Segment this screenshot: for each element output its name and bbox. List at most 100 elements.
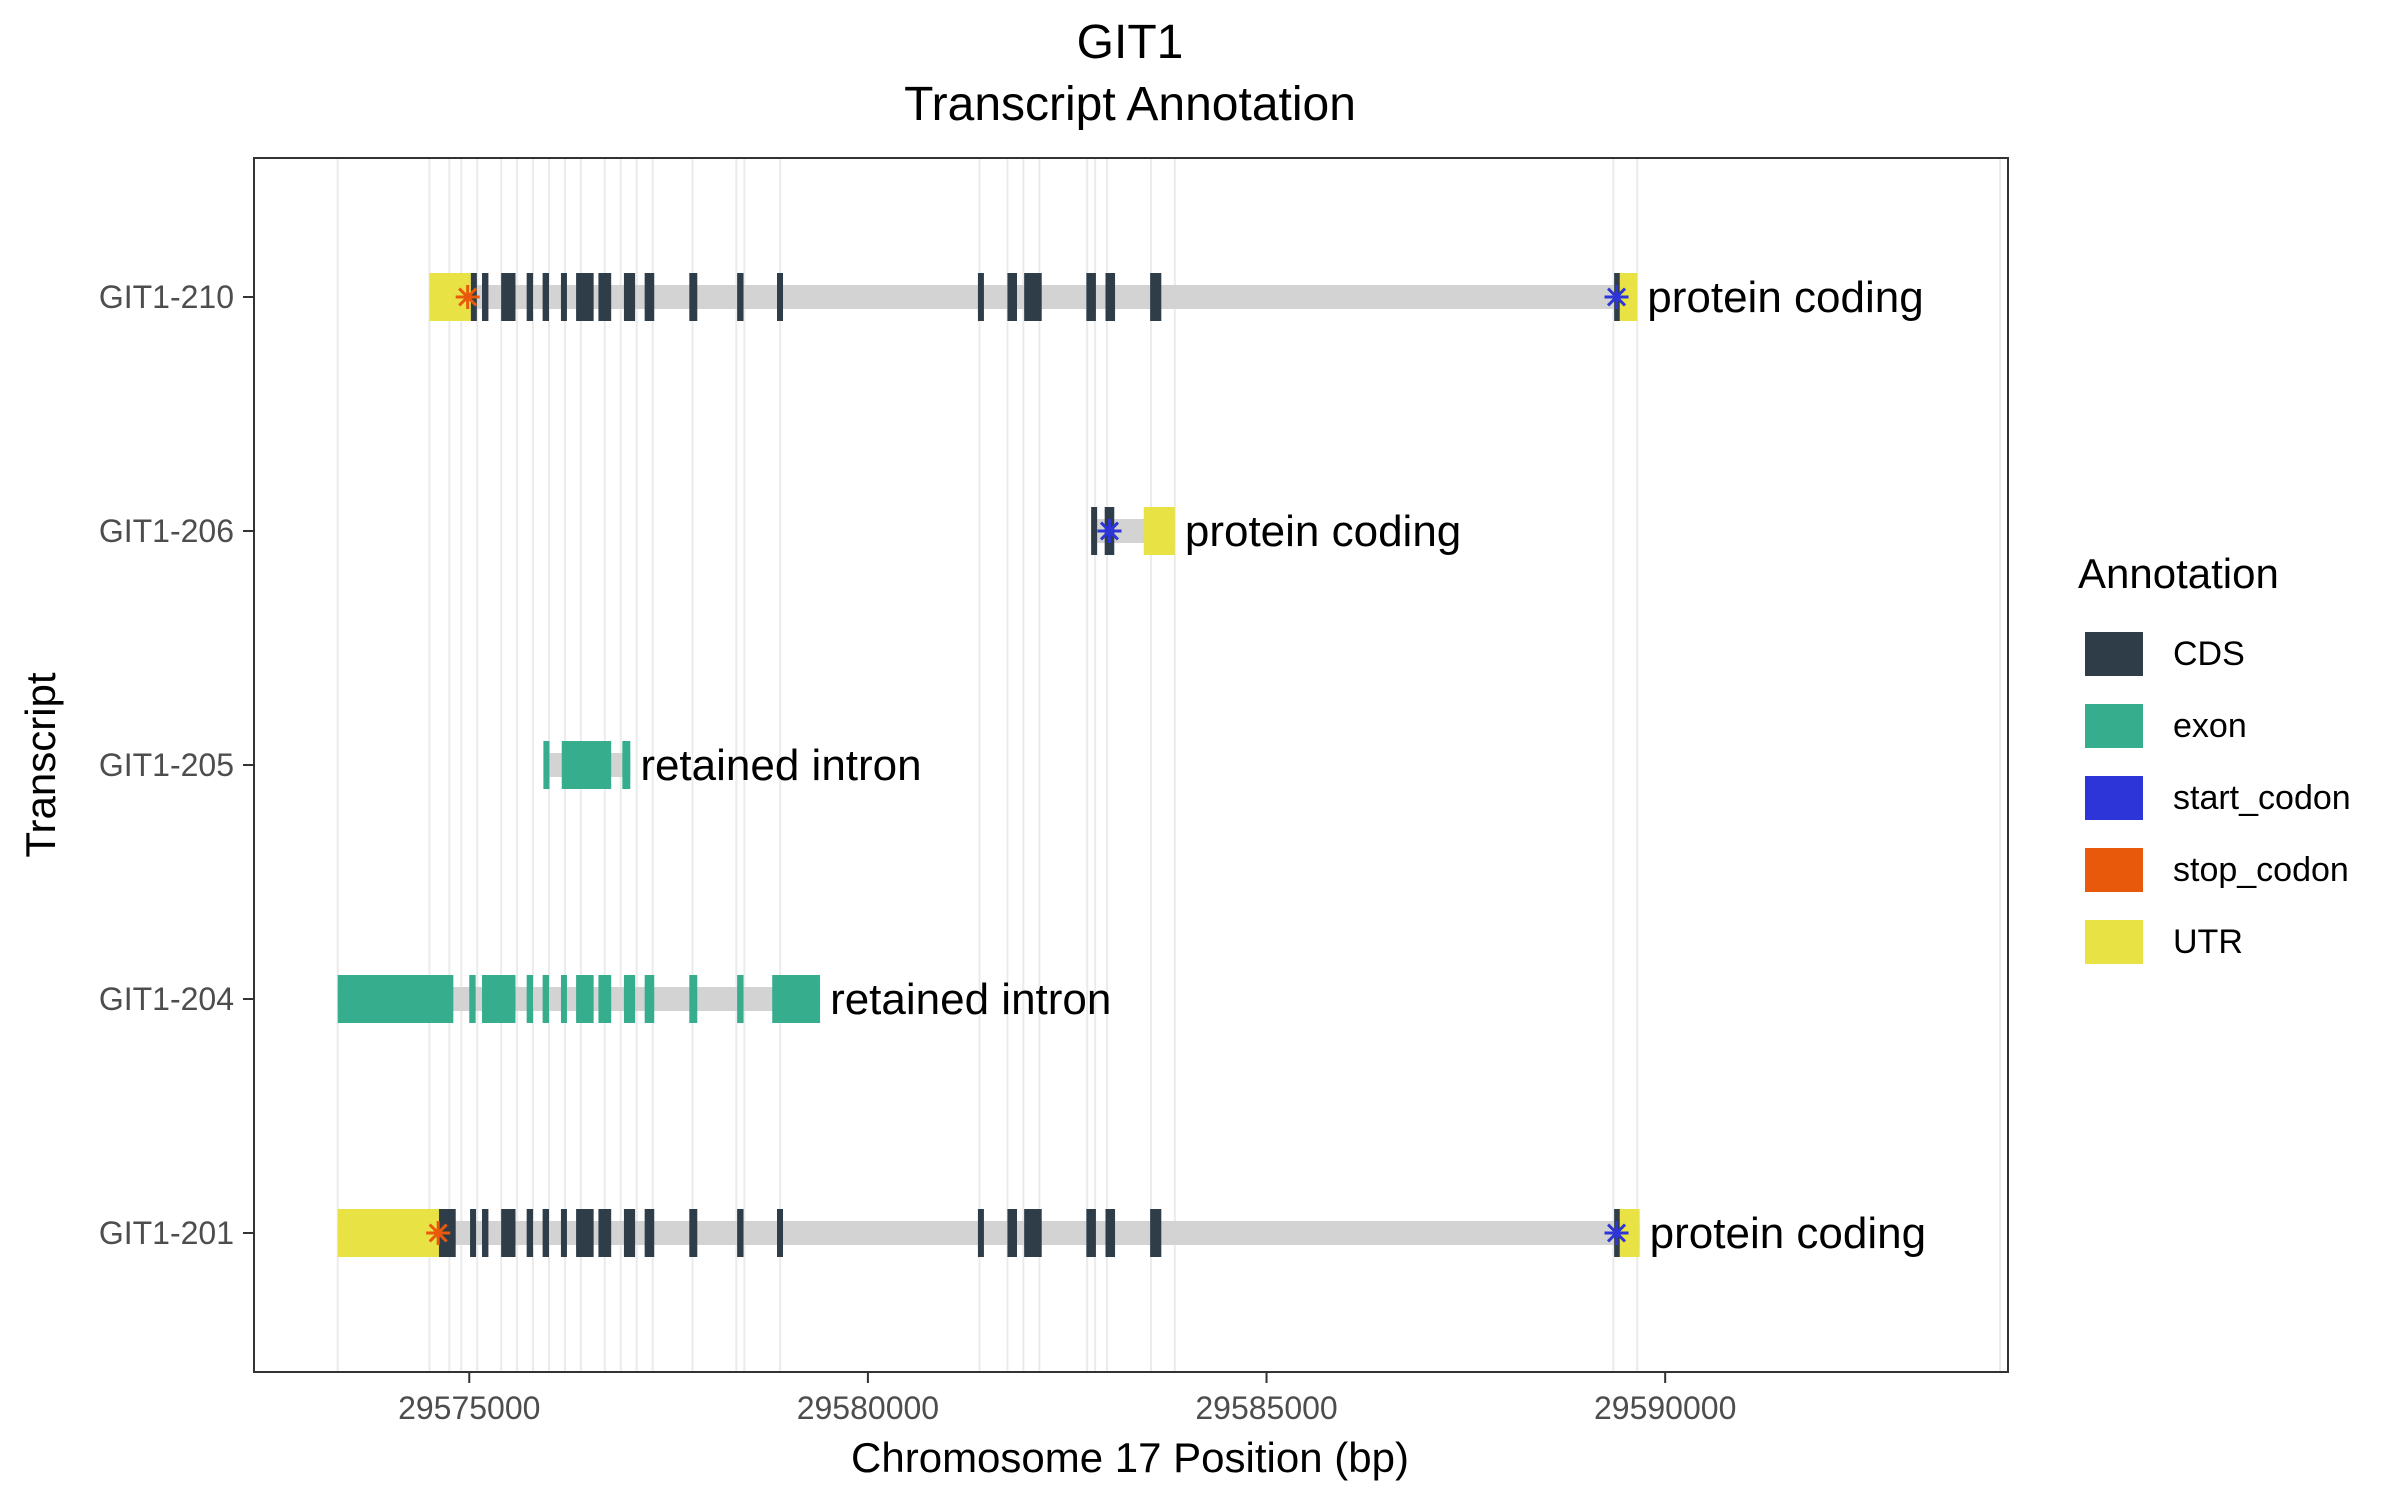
cds-block <box>501 1209 516 1257</box>
exon-block <box>543 741 550 789</box>
cds-block <box>977 273 984 321</box>
start-codon-marker <box>1604 285 1629 309</box>
transcript-git1-210: protein coding <box>429 273 1924 322</box>
exon-block <box>576 975 594 1023</box>
cds-block <box>560 273 567 321</box>
exon-block <box>560 975 567 1023</box>
cds-block <box>576 1209 594 1257</box>
biotype-label: protein coding <box>1185 507 1461 556</box>
legend-item-utr: UTR <box>2085 920 2243 964</box>
legend-item-exon: exon <box>2085 704 2247 748</box>
cds-block <box>526 1209 534 1257</box>
legend-item-cds: CDS <box>2085 632 2245 676</box>
stop-codon-marker <box>426 1221 451 1245</box>
legend-label: UTR <box>2173 923 2243 961</box>
legend-item-stop-codon: stop_codon <box>2085 848 2349 892</box>
biotype-label: retained intron <box>640 741 921 790</box>
cds-block <box>576 273 594 321</box>
legend-swatch <box>2085 632 2143 676</box>
x-tick-label: 29585000 <box>1195 1390 1337 1426</box>
legend-swatch <box>2085 848 2143 892</box>
biotype-label: retained intron <box>830 975 1111 1024</box>
cds-block <box>1086 1209 1096 1257</box>
cds-block <box>598 1209 612 1257</box>
legend-items: CDS exon start_codon stop_codon UTR <box>2085 632 2351 964</box>
start-codon-marker <box>1097 519 1122 543</box>
exon-block <box>689 975 698 1023</box>
legend-item-start-codon: start_codon <box>2085 776 2351 820</box>
cds-block <box>560 1209 567 1257</box>
y-tick-label: GIT1-204 <box>99 981 234 1017</box>
cds-block <box>542 1209 549 1257</box>
utr-block <box>1619 1209 1640 1257</box>
cds-block <box>1150 273 1162 321</box>
exon-block <box>772 975 821 1023</box>
y-tick-label: GIT1-210 <box>99 279 234 315</box>
cds-block <box>470 1209 477 1257</box>
legend-swatch <box>2085 776 2143 820</box>
cds-block <box>689 273 698 321</box>
exon-block <box>482 975 516 1023</box>
cds-block <box>777 273 784 321</box>
start-codon-marker <box>1604 1221 1629 1245</box>
cds-block <box>977 1209 984 1257</box>
cds-block <box>1105 1209 1116 1257</box>
cds-block <box>1007 273 1017 321</box>
chart-subtitle: Transcript Annotation <box>904 78 1356 131</box>
exon-block <box>526 975 534 1023</box>
legend-swatch <box>2085 920 2143 964</box>
legend-label: CDS <box>2173 635 2245 673</box>
exon-block <box>622 741 631 789</box>
biotype-label: protein coding <box>1650 1209 1926 1258</box>
exon-block <box>561 741 612 789</box>
biotype-label: protein coding <box>1647 273 1923 322</box>
cds-block <box>598 273 612 321</box>
legend: Annotation CDS exon start_codon stop_codon U… <box>2078 550 2351 964</box>
y-axis: GIT1-210 GIT1-206 GIT1-205 GIT1-204 GIT1-201 <box>99 279 254 1251</box>
y-tick-label: GIT1-205 <box>99 747 234 783</box>
cds-block <box>737 273 744 321</box>
cds-block <box>623 1209 636 1257</box>
plot-area: protein coding protein coding retained int… <box>253 157 2009 1373</box>
exon-block <box>644 975 655 1023</box>
legend-swatch <box>2085 704 2143 748</box>
cds-block <box>1150 1209 1162 1257</box>
transcript-git1-204: retained intron <box>337 975 1111 1024</box>
cds-block <box>623 273 636 321</box>
transcript-git1-206: protein coding <box>1091 507 1461 556</box>
x-axis: 29575000 29580000 29585000 29590000 <box>398 1372 1736 1426</box>
cds-block <box>542 273 549 321</box>
y-tick-label: GIT1-206 <box>99 513 234 549</box>
exon-block <box>737 975 744 1023</box>
exon-block <box>623 975 636 1023</box>
transcript-git1-205: retained intron <box>543 741 922 790</box>
legend-label: exon <box>2173 707 2247 745</box>
chart-title: GIT1 <box>1077 16 1184 69</box>
transcript-git1-201: protein coding <box>337 1209 1926 1258</box>
cds-block <box>526 273 534 321</box>
cds-block <box>689 1209 698 1257</box>
intron-backbone <box>337 1221 1640 1245</box>
exon-block <box>337 975 454 1023</box>
cds-block <box>644 273 655 321</box>
cds-block <box>482 273 489 321</box>
cds-block <box>501 273 516 321</box>
cds-block <box>1024 1209 1042 1257</box>
cds-block <box>482 1209 489 1257</box>
cds-block <box>1086 273 1096 321</box>
exon-block <box>469 975 476 1023</box>
y-tick-label: GIT1-201 <box>99 1215 234 1251</box>
cds-block <box>1091 507 1098 555</box>
transcript-tracks: protein coding protein coding retained int… <box>337 273 1926 1258</box>
x-tick-label: 29580000 <box>797 1390 939 1426</box>
legend-label: start_codon <box>2173 779 2351 817</box>
cds-block <box>737 1209 744 1257</box>
stop-codon-marker <box>455 285 480 309</box>
cds-block <box>1105 273 1116 321</box>
utr-block <box>1143 507 1175 555</box>
y-axis-title: Transcript <box>17 672 64 857</box>
exon-block <box>598 975 612 1023</box>
x-tick-label: 29575000 <box>398 1390 540 1426</box>
exon-block <box>542 975 549 1023</box>
